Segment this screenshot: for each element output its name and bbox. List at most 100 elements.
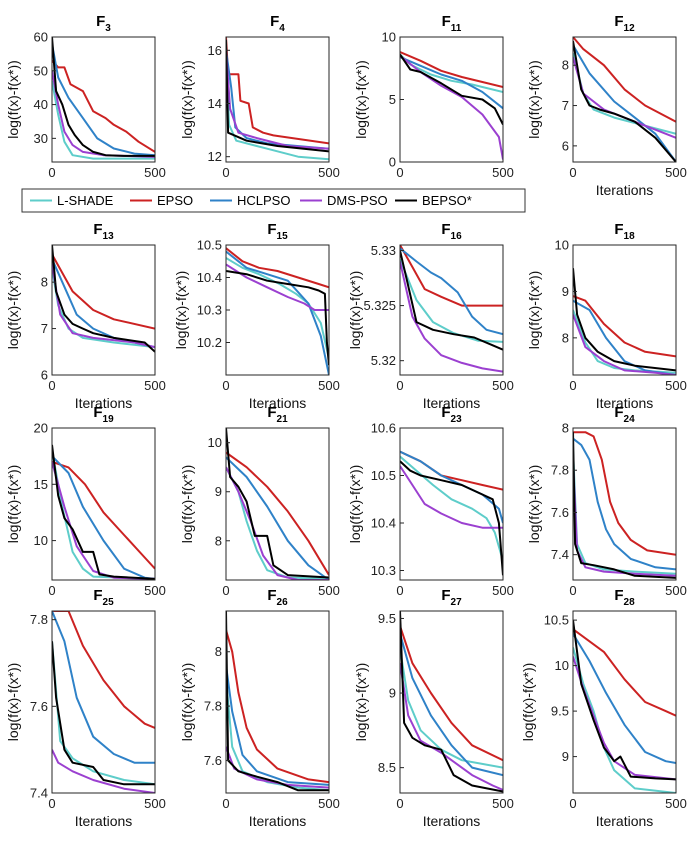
series-line-hclpso xyxy=(226,456,329,580)
series-line-hclpso xyxy=(573,633,676,764)
x-tick-label: 0 xyxy=(569,165,576,180)
panel-title-f12: F12 xyxy=(614,13,635,34)
panel-title-subscript: 28 xyxy=(624,597,636,608)
series-group xyxy=(226,247,329,375)
panel-title-f15: F15 xyxy=(267,221,288,242)
axes-box xyxy=(51,36,156,163)
x-tick-label: 500 xyxy=(144,796,166,811)
series-group xyxy=(400,611,503,793)
y-tick-label: 9 xyxy=(562,749,569,764)
y-axis-label: log(f(x)-f(x*)) xyxy=(173,271,189,350)
x-axis-label: Iterations xyxy=(249,395,307,411)
series-line-bepso- xyxy=(573,268,676,372)
series-line-bepso- xyxy=(573,432,676,579)
panel-title-f16: F16 xyxy=(441,221,462,242)
x-tick-label: 500 xyxy=(144,583,166,598)
y-tick-label: 10.3 xyxy=(371,563,396,578)
y-axis-label: log(f(x)-f(x*)) xyxy=(179,60,195,139)
x-tick-label: 500 xyxy=(318,796,340,811)
y-tick-label: 50 xyxy=(34,63,48,78)
series-line-bepso- xyxy=(226,428,329,579)
legend-item: EPSO xyxy=(130,193,193,208)
panel-f15: F15 0 500 10.2 10.3 10.4 10.5 log(f(x)-f(x*)) It… xyxy=(173,221,340,411)
plot-area xyxy=(52,245,155,375)
y-tick-label: 7.6 xyxy=(30,699,48,714)
y-tick-label: 9.5 xyxy=(551,704,569,719)
series-line-hclpso xyxy=(52,43,155,157)
x-tick-label: 500 xyxy=(492,165,514,180)
x-tick-label: 500 xyxy=(665,378,687,393)
y-tick-label: 8 xyxy=(215,644,222,659)
x-axis-label: Iterations xyxy=(596,182,654,198)
series-line-epso xyxy=(52,253,155,330)
y-axis-label: log(f(x)-f(x*)) xyxy=(347,465,363,544)
x-tick-label: 0 xyxy=(396,583,403,598)
y-tick-label: 60 xyxy=(34,30,48,45)
series-line-epso xyxy=(400,51,503,88)
y-axis-label: log(f(x)-f(x*)) xyxy=(179,465,195,544)
y-tick-label: 10.5 xyxy=(371,468,396,483)
panel-title-f4: F4 xyxy=(270,13,285,34)
panel-title-f26: F26 xyxy=(267,587,288,608)
series-group xyxy=(573,619,676,793)
axes-box xyxy=(572,36,677,163)
panel-title-subscript: 25 xyxy=(103,597,115,608)
x-tick-label: 500 xyxy=(318,378,340,393)
y-tick-label: 8 xyxy=(562,58,569,73)
series-line-bepso- xyxy=(400,53,503,125)
x-axis-label: Iterations xyxy=(423,395,481,411)
x-axis-label: Iterations xyxy=(596,395,654,411)
y-axis-label: log(f(x)-f(x*)) xyxy=(5,663,21,742)
x-tick-label: 0 xyxy=(222,165,229,180)
axes-box xyxy=(399,610,504,794)
y-tick-label: 5.32 xyxy=(371,353,396,368)
x-tick-label: 500 xyxy=(492,583,514,598)
series-group xyxy=(226,428,329,580)
axes-box xyxy=(572,244,677,376)
series-line-bepso- xyxy=(400,611,503,793)
y-tick-label: 7.6 xyxy=(551,505,569,520)
y-tick-label: 7 xyxy=(41,321,48,336)
panel-f11: F11 0 500 0 5 10 log(f(x)-f(x*)) xyxy=(353,13,514,180)
series-line-l-shade xyxy=(226,257,329,359)
series-line-bepso- xyxy=(52,444,155,580)
x-tick-label: 0 xyxy=(222,583,229,598)
panel-title-subscript: 4 xyxy=(279,23,285,34)
series-group xyxy=(573,268,676,375)
series-group xyxy=(52,245,155,353)
axes-box xyxy=(225,427,330,581)
series-group xyxy=(573,431,676,579)
series-line-epso xyxy=(573,37,676,123)
x-tick-label: 0 xyxy=(48,583,55,598)
panel-title-subscript: 23 xyxy=(451,414,463,425)
legend-label: EPSO xyxy=(157,193,193,208)
x-tick-label: 500 xyxy=(144,165,166,180)
series-line-epso xyxy=(573,295,676,358)
y-tick-label: 7.8 xyxy=(30,612,48,627)
x-tick-label: 0 xyxy=(569,796,576,811)
x-tick-label: 0 xyxy=(569,378,576,393)
series-line-bepso- xyxy=(52,37,155,157)
x-tick-label: 500 xyxy=(665,165,687,180)
plot-area xyxy=(52,611,155,793)
y-axis-label: log(f(x)-f(x*)) xyxy=(526,271,542,350)
series-line-hclpso xyxy=(400,56,503,110)
y-tick-label: 6 xyxy=(41,368,48,383)
y-tick-label: 9 xyxy=(215,484,222,499)
series-line-epso xyxy=(226,451,329,576)
y-tick-label: 12 xyxy=(208,149,222,164)
y-tick-label: 10 xyxy=(34,533,48,548)
series-line-dms-pso xyxy=(400,465,503,529)
axes-box xyxy=(572,610,677,794)
y-tick-label: 7.8 xyxy=(551,463,569,478)
panel-f3: F3 0 500 30 40 50 60 log(f(x)-f(x*)) xyxy=(5,13,166,180)
x-tick-label: 0 xyxy=(396,796,403,811)
series-line-bepso- xyxy=(573,40,676,162)
panel-title-subscript: 11 xyxy=(451,23,462,34)
y-axis-label: log(f(x)-f(x*)) xyxy=(5,271,21,350)
panel-f25: F25 0 500 7.4 7.6 7.8 log(f(x)-f(x*)) Iteration… xyxy=(5,587,166,829)
series-line-l-shade xyxy=(52,450,155,580)
plot-area xyxy=(52,428,155,580)
